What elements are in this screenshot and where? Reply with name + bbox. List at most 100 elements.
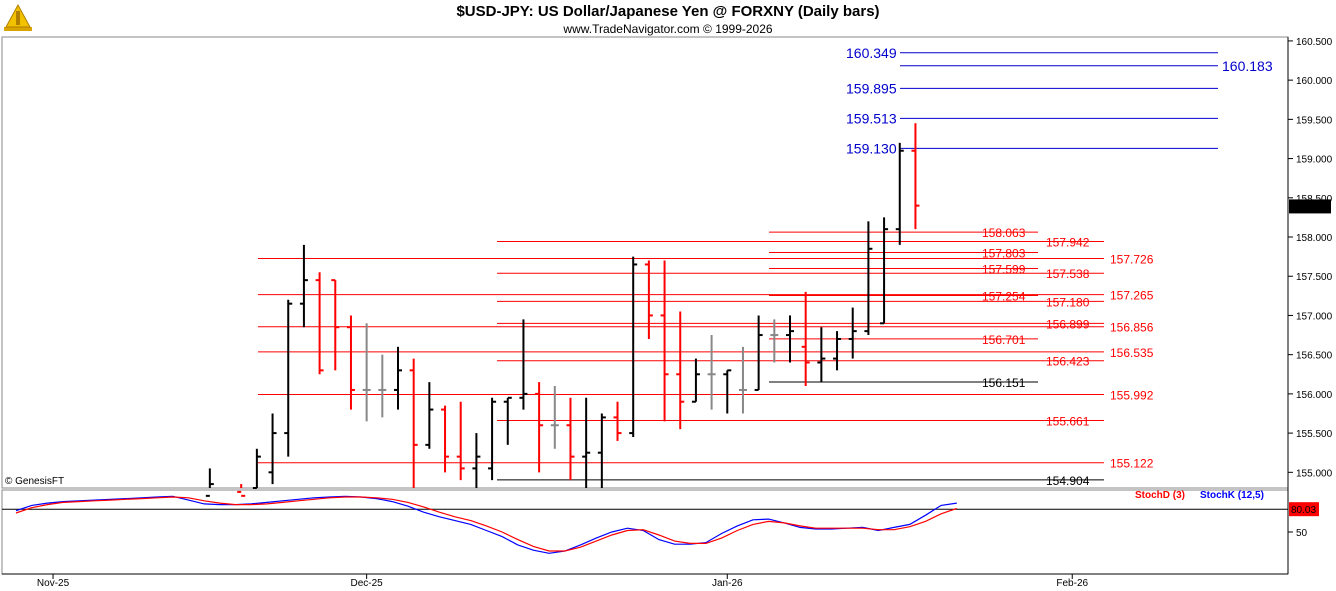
level-label-156.535: 156.535 <box>1110 346 1154 360</box>
level-label-156.856: 156.856 <box>1110 321 1154 335</box>
level-label-157.942: 157.942 <box>1046 236 1090 250</box>
price-tick-label: 156.500 <box>1296 351 1333 362</box>
price-tick-label: 158.500 <box>1296 194 1333 205</box>
level-label-156.899: 156.899 <box>1046 317 1090 331</box>
level-label-156.423: 156.423 <box>1046 355 1090 369</box>
ohlc-bar <box>597 413 606 488</box>
ohlc-bar <box>770 319 779 363</box>
ohlc-bar <box>488 397 497 481</box>
ohlc-bar <box>284 299 293 457</box>
ohlc-bar <box>409 358 418 488</box>
level-label-157.803: 157.803 <box>982 246 1026 260</box>
price-tick-label: 159.000 <box>1296 155 1333 166</box>
ohlc-bar <box>205 468 214 497</box>
price-tick-label: 155.000 <box>1296 468 1333 479</box>
level-label-157.538: 157.538 <box>1046 267 1090 281</box>
level-label-156.701: 156.701 <box>982 333 1026 347</box>
last-price-label: 158.390 <box>1292 202 1329 213</box>
price-tick-label: 158.000 <box>1296 233 1333 244</box>
price-tick-label: 155.500 <box>1296 429 1333 440</box>
stoch-tick-label: 50 <box>1296 528 1308 539</box>
level-label-160.183: 160.183 <box>1222 58 1273 74</box>
ohlc-bar <box>723 369 732 414</box>
ohlc-bar <box>268 413 277 485</box>
level-label-155.122: 155.122 <box>1110 457 1154 471</box>
ohlc-bar <box>801 291 810 387</box>
level-label-154.904: 154.904 <box>1046 474 1090 488</box>
level-label-158.063: 158.063 <box>982 226 1026 240</box>
ohlc-bar <box>864 221 873 336</box>
ohlc-bar <box>299 244 308 328</box>
level-label-159.130: 159.130 <box>846 140 897 156</box>
stoch-d-line <box>15 496 957 552</box>
time-tick-label: Feb-26 <box>1056 578 1088 589</box>
level-label-157.265: 157.265 <box>1110 289 1154 303</box>
ohlc-bar <box>472 433 481 488</box>
ohlc-bar <box>848 307 857 359</box>
level-label-157.180: 157.180 <box>1046 295 1090 309</box>
ohlc-bar <box>833 331 842 371</box>
price-tick-label: 157.000 <box>1296 311 1333 322</box>
level-label-160.349: 160.349 <box>846 45 897 61</box>
price-tick-label: 157.500 <box>1296 272 1333 283</box>
ohlc-bar <box>378 354 387 418</box>
ohlc-bar <box>676 311 685 430</box>
ohlc-bar <box>441 405 450 473</box>
ohlc-bar <box>880 217 889 325</box>
time-tick-label: Nov-25 <box>37 578 70 589</box>
trade-navigator-logo-icon <box>2 3 34 33</box>
stoch-d-legend: StochD (3) <box>1135 490 1185 501</box>
ohlc-bar <box>566 397 575 481</box>
ohlc-bar <box>425 382 434 449</box>
price-panel <box>1 36 1289 489</box>
level-label-157.726: 157.726 <box>1110 252 1154 266</box>
chart-subtitle: www.TradeNavigator.com © 1999-2026 <box>563 22 773 36</box>
price-tick-label: 156.000 <box>1296 390 1333 401</box>
level-label-159.895: 159.895 <box>846 80 897 96</box>
price-tick-label: 159.500 <box>1296 115 1333 126</box>
ohlc-bar <box>582 397 591 488</box>
last-price-badge <box>1289 199 1331 214</box>
stoch-last-badge <box>1289 502 1319 517</box>
ohlc-bar <box>738 346 747 414</box>
ohlc-bar <box>237 484 246 497</box>
ohlc-bar <box>629 256 638 438</box>
chart-title: $USD-JPY: US Dollar/Japanese Yen @ FORXN… <box>456 3 880 20</box>
ohlc-bar <box>519 319 528 410</box>
ohlc-bar <box>707 335 716 410</box>
level-label-157.599: 157.599 <box>982 262 1026 276</box>
copyright-label: © GenesisFT <box>5 476 64 487</box>
ohlc-bar <box>252 448 261 489</box>
ohlc-bar <box>503 396 512 445</box>
time-tick-label: Jan-26 <box>712 578 743 589</box>
stoch-last-label: 80.03 <box>1291 505 1316 516</box>
level-label-155.661: 155.661 <box>1046 414 1090 428</box>
price-tick-label: 160.000 <box>1296 76 1333 87</box>
ohlc-bar <box>817 327 826 383</box>
ohlc-bar <box>394 346 402 410</box>
ohlc-bar <box>362 323 371 422</box>
time-tick-label: Dec-25 <box>351 578 384 589</box>
level-label-159.513: 159.513 <box>846 110 897 126</box>
level-label-155.992: 155.992 <box>1110 389 1154 403</box>
ohlc-bar <box>911 123 920 230</box>
ohlc-bar <box>550 386 559 449</box>
stoch-k-legend: StochK (12,5) <box>1200 490 1264 501</box>
ohlc-bar <box>895 142 904 245</box>
ohlc-bar <box>535 382 544 473</box>
ohlc-bar <box>331 279 340 371</box>
ohlc-bar <box>456 401 465 481</box>
price-tick-label: 160.500 <box>1296 37 1333 48</box>
level-label-157.254: 157.254 <box>982 290 1026 304</box>
ohlc-bar <box>613 401 622 441</box>
ohlc-bar <box>691 358 700 403</box>
ohlc-bar <box>315 272 324 375</box>
ohlc-bar <box>786 315 794 363</box>
stoch-k-line <box>15 495 957 554</box>
ohlc-bar <box>346 315 355 410</box>
ohlc-bar <box>660 260 669 422</box>
ohlc-bar <box>754 315 763 391</box>
level-label-156.151: 156.151 <box>982 376 1026 390</box>
ohlc-bar <box>644 260 653 339</box>
